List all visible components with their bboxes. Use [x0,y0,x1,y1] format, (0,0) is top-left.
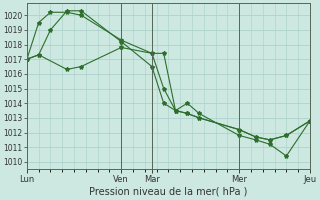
X-axis label: Pression niveau de la mer( hPa ): Pression niveau de la mer( hPa ) [89,187,248,197]
